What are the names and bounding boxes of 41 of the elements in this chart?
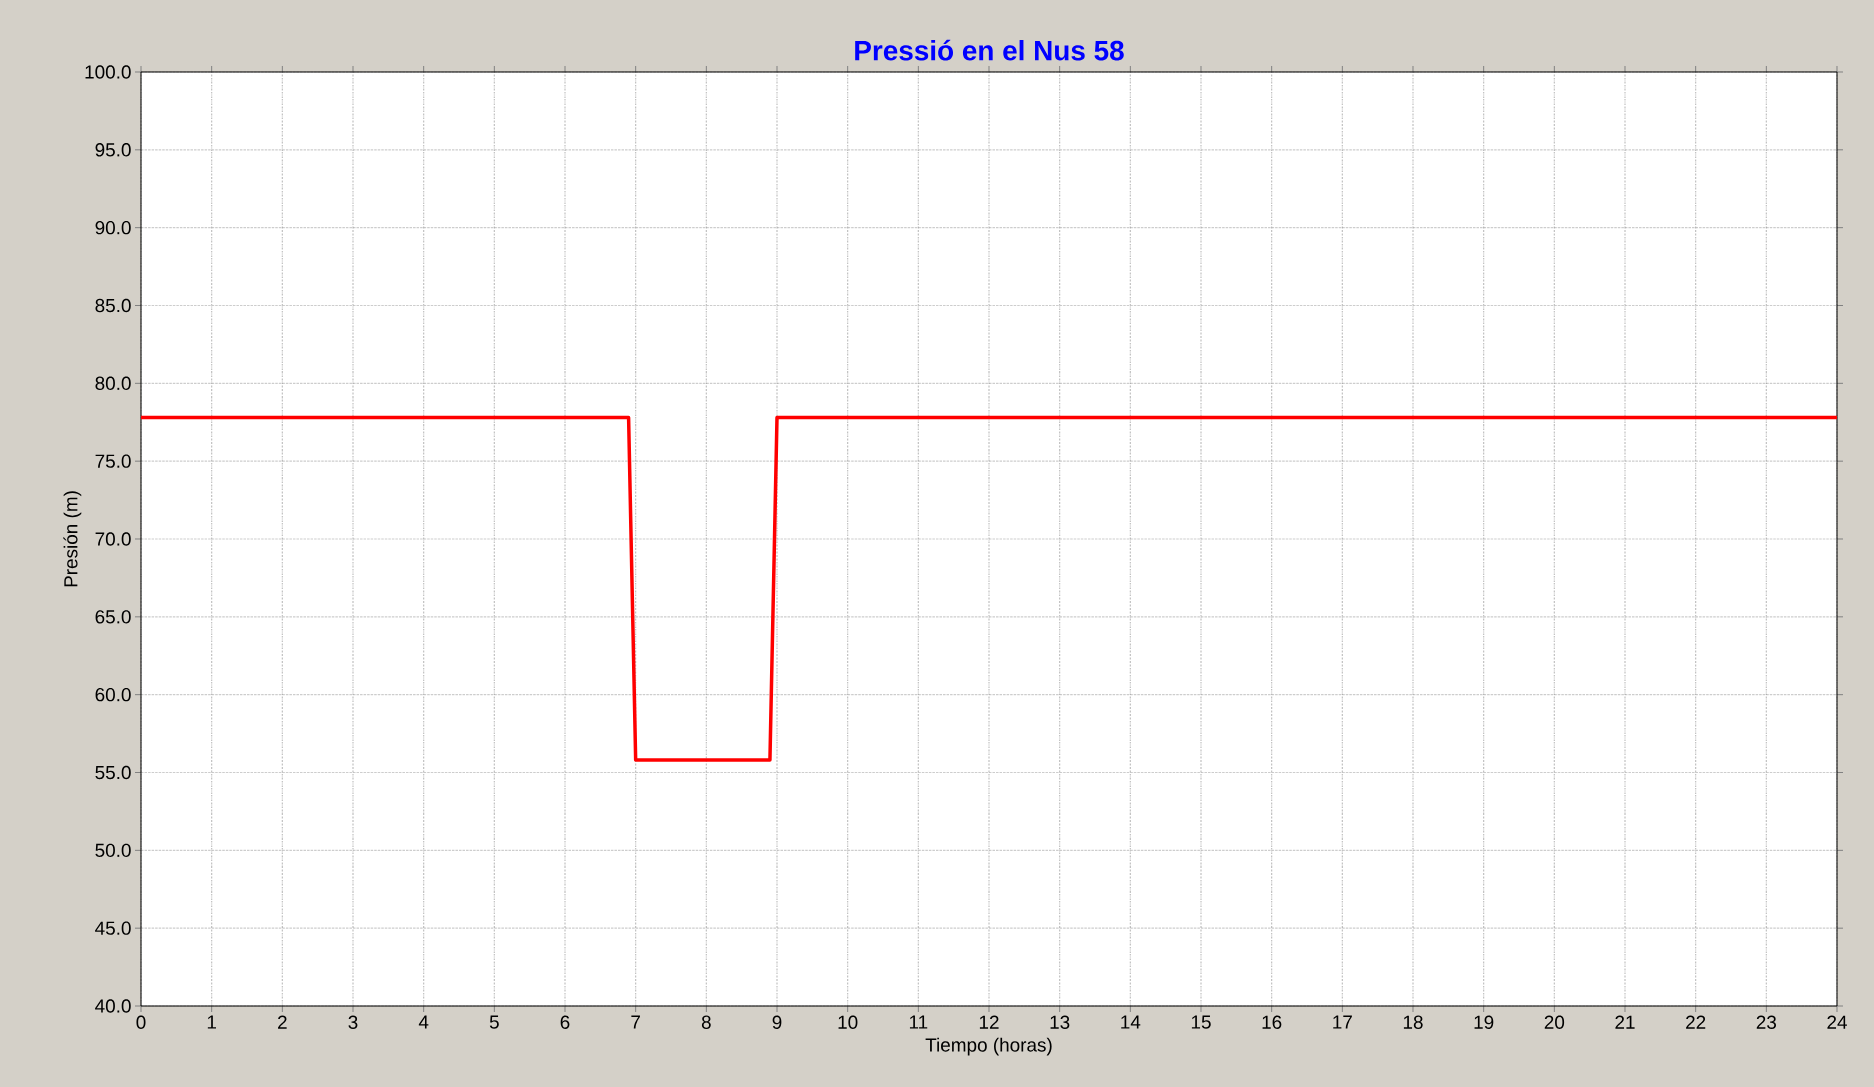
x-tick-label: 23 <box>1756 1015 1777 1029</box>
y-tick-label: 100.0 <box>85 65 131 79</box>
x-tick-label: 7 <box>631 1015 640 1029</box>
y-tick-label: 40.0 <box>95 999 131 1013</box>
x-tick-label: 13 <box>1050 1015 1070 1029</box>
x-tick-label: 16 <box>1262 1015 1282 1029</box>
chart-title: Pressió en el Nus 58 <box>855 39 1124 61</box>
y-tick-label: 70.0 <box>95 532 131 546</box>
x-tick-label: 21 <box>1615 1015 1635 1029</box>
x-tick-label: 22 <box>1686 1015 1706 1029</box>
x-tick-label: 5 <box>489 1015 499 1029</box>
x-tick-label: 3 <box>348 1015 358 1029</box>
y-tick-label: 55.0 <box>95 765 131 780</box>
x-tick-label: 8 <box>701 1015 711 1029</box>
x-axis-title: Tiempo (horas) <box>925 1037 1052 1056</box>
y-tick-label: 80.0 <box>95 376 131 391</box>
y-tick-label: 60.0 <box>95 687 131 702</box>
x-tick-label: 11 <box>909 1015 928 1029</box>
y-tick-label: 50.0 <box>95 843 131 858</box>
y-tick-label: 90.0 <box>95 220 131 235</box>
x-tick-label: 10 <box>838 1015 858 1029</box>
x-tick-label: 15 <box>1191 1015 1211 1029</box>
x-tick-label: 24 <box>1827 1015 1847 1029</box>
y-tick-label: 65.0 <box>95 610 131 624</box>
y-tick-label: 95.0 <box>95 143 131 157</box>
y-tick-label: 45.0 <box>95 921 131 935</box>
x-tick-label: 6 <box>560 1015 570 1029</box>
x-tick-label: 17 <box>1333 1015 1352 1029</box>
x-tick-label: 0 <box>136 1015 146 1029</box>
x-tick-label: 4 <box>418 1015 429 1029</box>
x-tick-label: 12 <box>979 1015 999 1029</box>
x-tick-label: 19 <box>1474 1015 1494 1029</box>
y-tick-label: 75.0 <box>95 454 131 468</box>
x-tick-label: 14 <box>1121 1015 1141 1029</box>
y-axis-title: Presión (m) <box>63 491 82 587</box>
x-tick-label: 9 <box>772 1015 782 1029</box>
x-tick-label: 18 <box>1403 1015 1423 1029</box>
x-tick-label: 2 <box>278 1015 287 1029</box>
x-tick-label: 20 <box>1544 1015 1565 1029</box>
y-tick-label: 85.0 <box>95 298 131 313</box>
x-tick-label: 1 <box>207 1015 216 1029</box>
